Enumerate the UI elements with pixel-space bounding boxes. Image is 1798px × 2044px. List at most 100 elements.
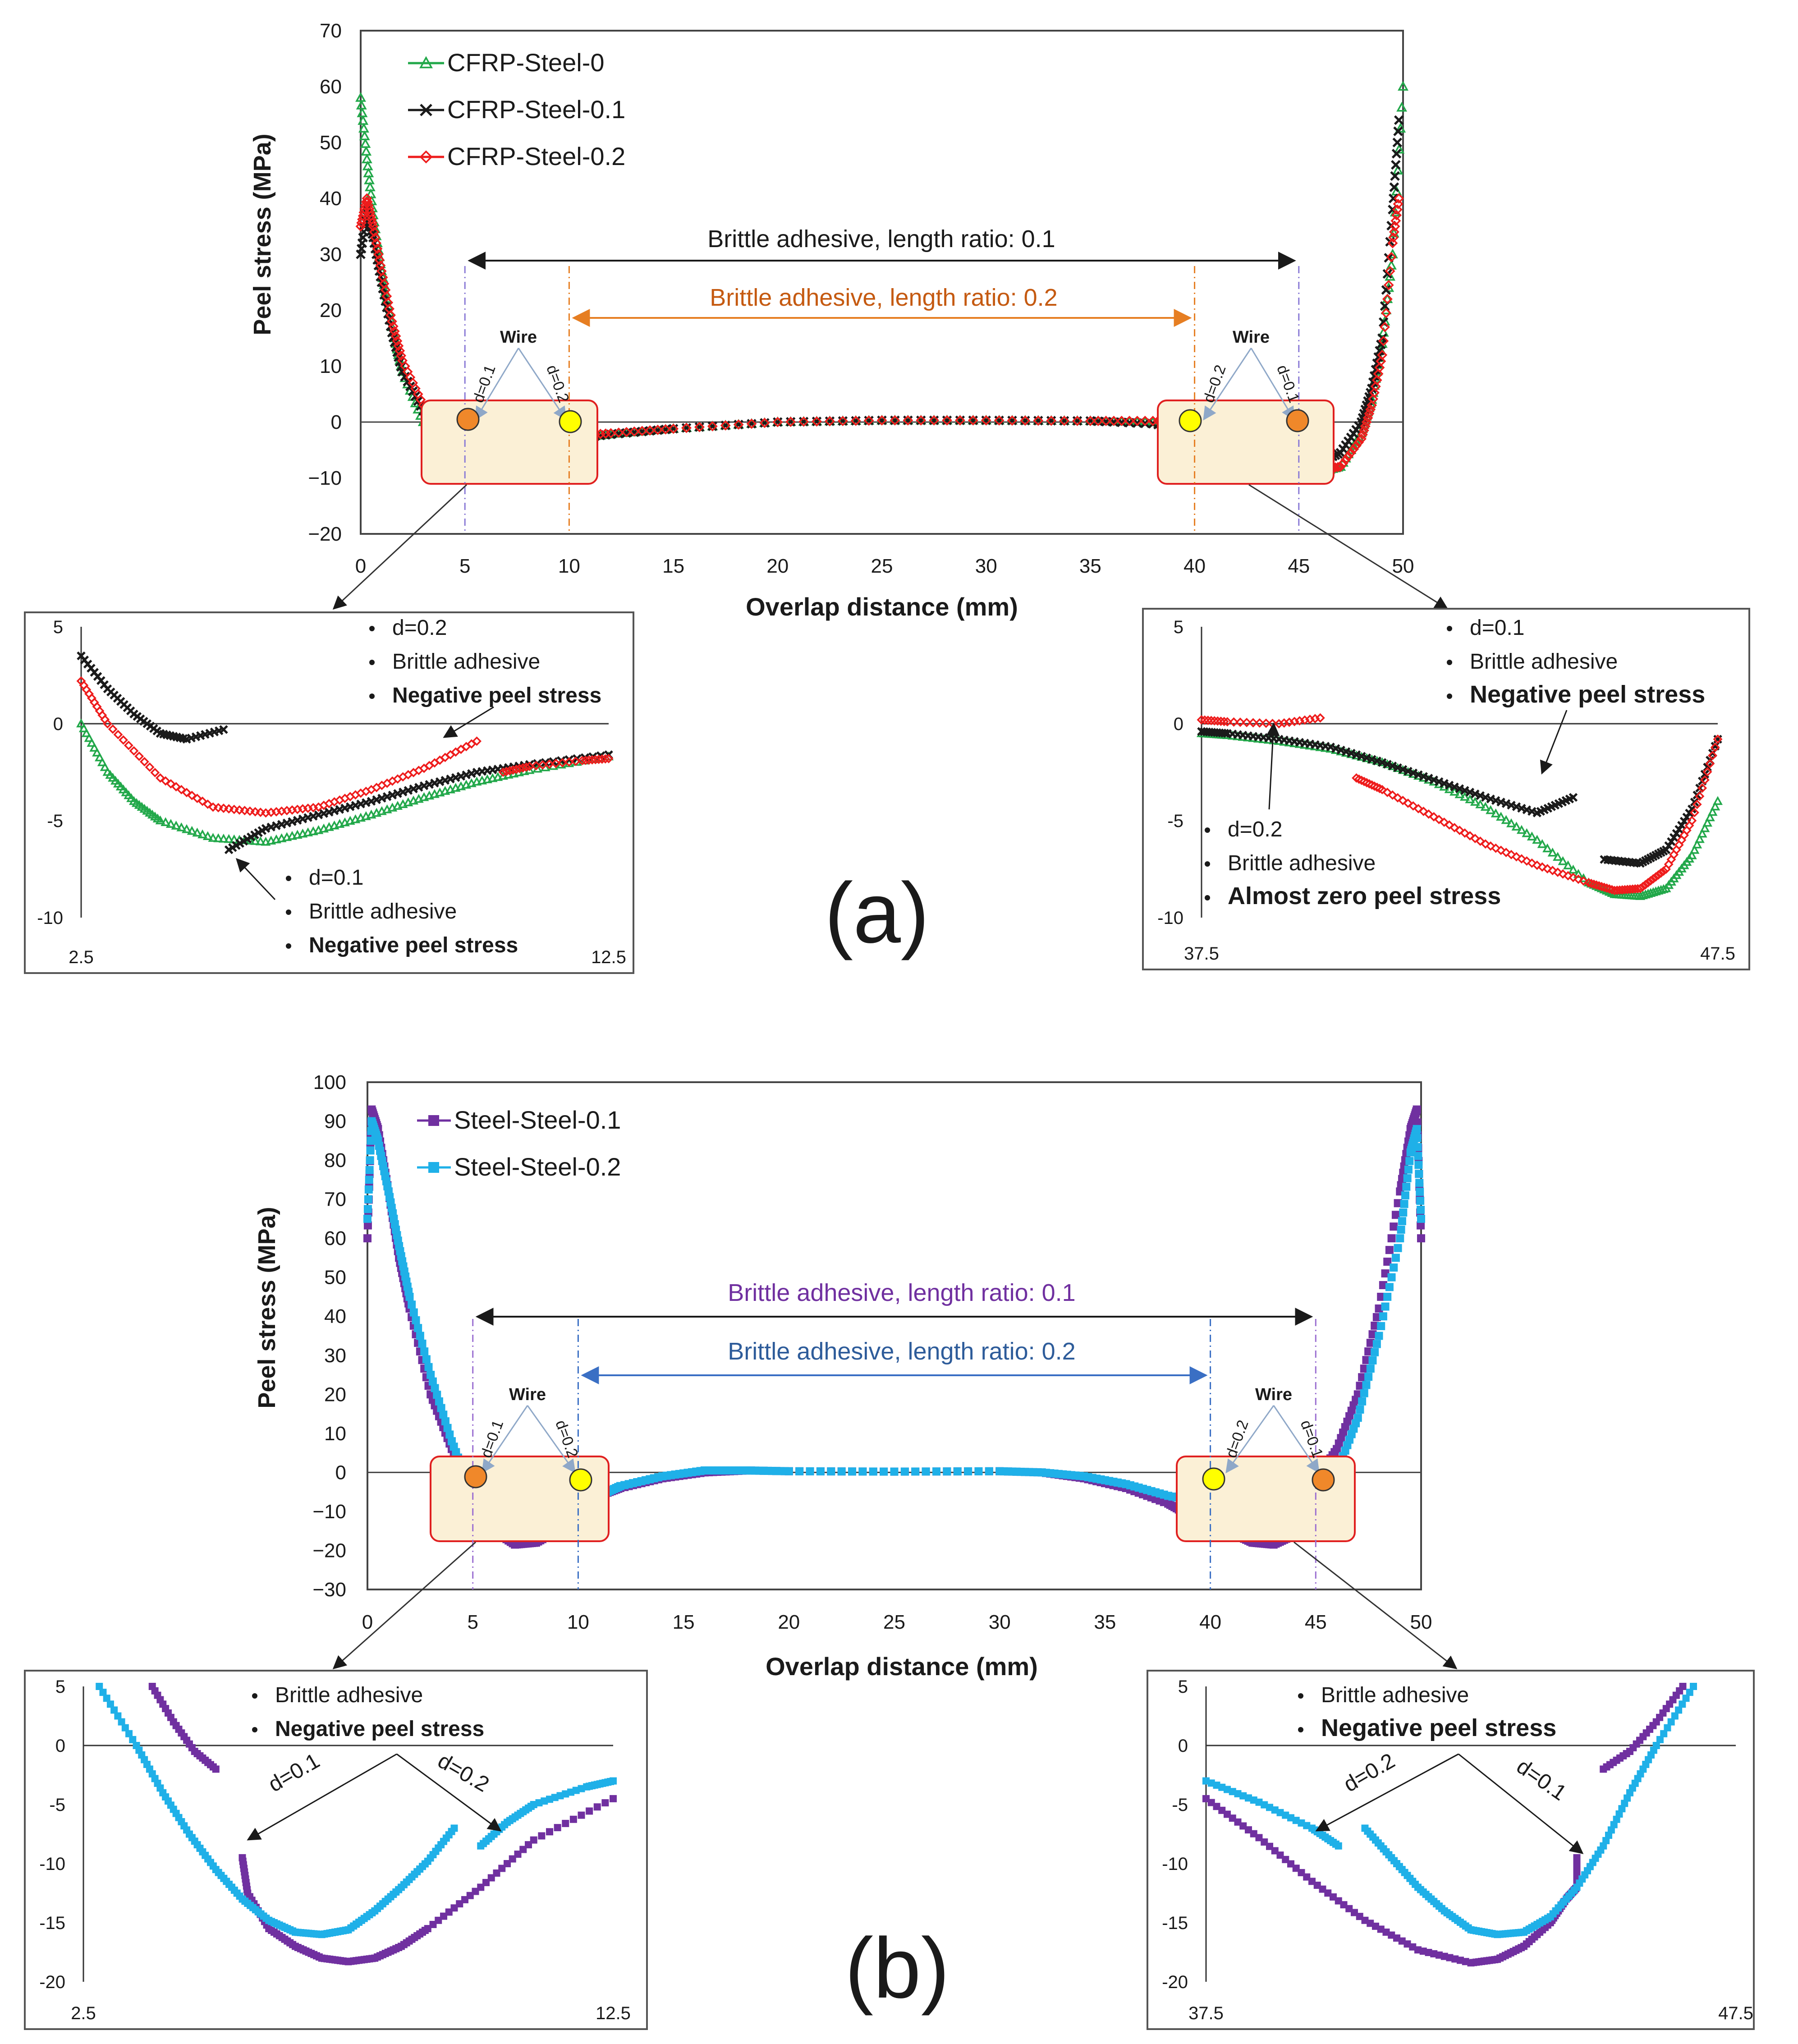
data-point xyxy=(1511,852,1521,862)
data-point xyxy=(943,1467,951,1476)
data-point xyxy=(1140,416,1151,426)
data-point xyxy=(84,733,94,742)
bullet xyxy=(369,626,375,631)
data-point xyxy=(412,1316,420,1324)
data-point xyxy=(1465,831,1475,841)
bullet xyxy=(286,943,291,949)
y-tick-label: −10 xyxy=(308,467,342,489)
x-tick-label: 35 xyxy=(1094,1611,1116,1633)
data-point xyxy=(390,331,401,341)
wire-dot-d01-right xyxy=(1286,409,1309,432)
data-point xyxy=(1700,823,1710,832)
inset-series xyxy=(1361,1683,1697,1938)
panel-b-ylabel: Peel stress (MPa) xyxy=(253,1207,280,1408)
y-tick-label: −20 xyxy=(308,523,342,545)
data-point xyxy=(1385,1283,1394,1291)
data-point xyxy=(433,1391,441,1399)
data-point xyxy=(1522,828,1532,837)
data-point xyxy=(1348,444,1359,455)
data-point xyxy=(182,824,192,833)
data-point xyxy=(1372,1340,1381,1348)
inset-arrow xyxy=(1540,710,1568,775)
data-point xyxy=(203,799,213,809)
data-point xyxy=(1371,375,1382,386)
data-point xyxy=(1694,834,1705,843)
data-point xyxy=(365,1176,373,1184)
y-tick-label: 40 xyxy=(324,1305,346,1327)
data-point xyxy=(1203,716,1213,725)
data-point xyxy=(1496,812,1506,821)
data-point xyxy=(424,1363,433,1371)
data-point xyxy=(1101,416,1111,426)
data-point xyxy=(171,821,181,830)
data-point xyxy=(1418,806,1428,816)
data-point xyxy=(1085,416,1096,426)
data-point xyxy=(129,1736,137,1743)
data-point xyxy=(597,754,607,764)
data-point xyxy=(1439,817,1449,827)
data-point xyxy=(1388,790,1398,800)
data-point xyxy=(1548,866,1558,875)
data-point xyxy=(1391,149,1402,159)
inset-arrow xyxy=(235,858,276,900)
data-point xyxy=(1679,1683,1687,1690)
data-point xyxy=(1390,1263,1398,1272)
data-point xyxy=(1475,836,1485,846)
span-label-02: Brittle adhesive, length ratio: 0.2 xyxy=(710,284,1057,311)
wire-label: Wire xyxy=(1255,1385,1292,1404)
wire-arrow xyxy=(1250,348,1295,421)
legend-label: CFRP-Steel-0.2 xyxy=(447,142,625,170)
data-point xyxy=(584,755,594,765)
data-point xyxy=(363,1205,372,1213)
panel-a-annotations: Brittle adhesive, length ratio: 0.1 Britt… xyxy=(421,225,1335,534)
data-point xyxy=(610,1795,617,1802)
data-point xyxy=(578,756,587,766)
data-point xyxy=(1679,1700,1686,1708)
y-tick-label: −20 xyxy=(312,1539,346,1562)
data-point xyxy=(156,773,165,783)
inset-series xyxy=(1197,713,1325,729)
data-point xyxy=(1390,171,1400,181)
data-point xyxy=(1366,1364,1375,1373)
data-point xyxy=(408,386,418,396)
data-point xyxy=(155,815,165,825)
data-point xyxy=(1385,1246,1394,1254)
data-point xyxy=(1383,1258,1392,1266)
y-tick-label: 30 xyxy=(320,243,342,266)
data-point xyxy=(418,1339,427,1348)
data-point xyxy=(1390,1222,1398,1231)
x-tick-label: 50 xyxy=(1410,1611,1432,1633)
panel-a-xlabel: Overlap distance (mm) xyxy=(746,593,1018,621)
data-point xyxy=(1007,415,1017,426)
data-point xyxy=(1675,1706,1683,1714)
data-point xyxy=(1455,826,1464,835)
data-point xyxy=(1532,835,1542,844)
data-point xyxy=(916,415,926,426)
data-point xyxy=(1373,368,1384,379)
data-point xyxy=(498,771,508,780)
wire-arrow xyxy=(1203,348,1252,421)
data-point xyxy=(374,254,385,265)
connector xyxy=(1248,484,1449,610)
data-point xyxy=(594,754,604,764)
data-point xyxy=(358,123,369,133)
data-point xyxy=(1686,1689,1693,1696)
data-point xyxy=(1687,804,1697,813)
data-point xyxy=(660,424,671,435)
data-point xyxy=(1602,883,1612,893)
data-point xyxy=(964,1467,972,1476)
legend-marker xyxy=(428,1115,439,1126)
data-point xyxy=(668,423,679,434)
data-point xyxy=(1377,785,1387,795)
connector xyxy=(332,1541,476,1669)
data-point xyxy=(1340,455,1351,465)
data-point xyxy=(1033,415,1044,426)
data-point xyxy=(613,427,624,438)
data-point xyxy=(1491,843,1501,853)
data-point xyxy=(219,725,228,734)
data-point xyxy=(1383,1292,1392,1301)
inset-b-left: 5 0 -5 -10 -15 -20 2.5 12.5 Brittle adhesive Nega… xyxy=(24,1670,648,2030)
data-point xyxy=(1653,870,1663,880)
data-point xyxy=(1465,794,1475,804)
data-point xyxy=(1445,820,1454,830)
